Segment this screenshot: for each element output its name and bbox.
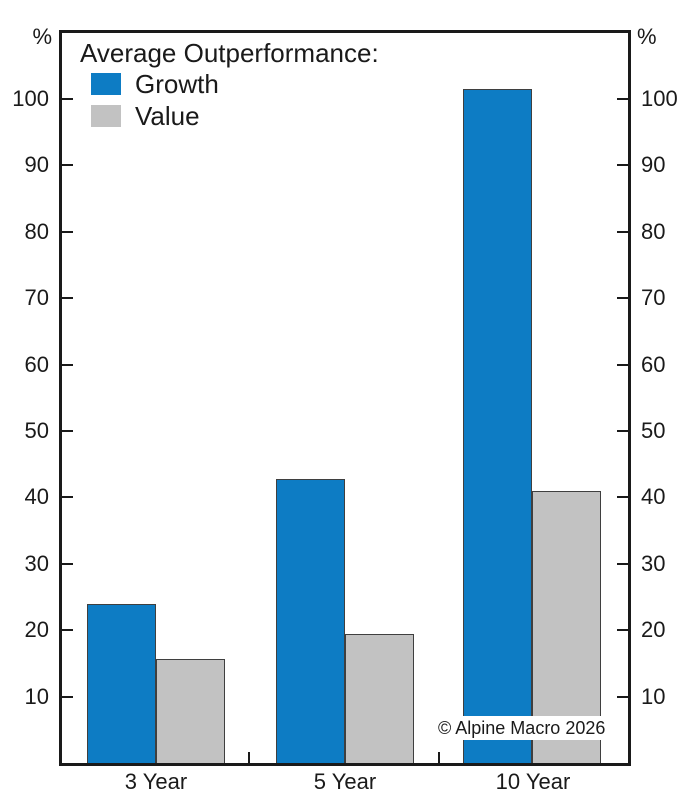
- y-tick-label-right: 50: [641, 418, 666, 444]
- x-category-label: 3 Year: [124, 769, 188, 794]
- legend-swatch-growth-icon: [91, 73, 121, 95]
- y-tick-label-right: 60: [641, 351, 666, 377]
- legend-swatch-value-icon: [91, 105, 121, 127]
- x-category-label: 5 Year: [313, 769, 377, 794]
- y-tick-label-left: 50: [24, 418, 49, 444]
- y-tick-label-left: 40: [24, 484, 49, 510]
- x-category-label: 10 Year: [495, 769, 571, 794]
- y-tick-mark-left: [62, 496, 73, 499]
- y-tick-label-right: 40: [641, 484, 666, 510]
- x-category-separator-tick: [438, 752, 440, 763]
- y-unit-label-left: %: [32, 24, 52, 49]
- y-tick-mark-left: [62, 562, 73, 565]
- y-tick-mark-left: [62, 430, 73, 433]
- y-tick-mark-right: [617, 562, 628, 565]
- y-axis-right: [628, 30, 631, 766]
- watermark-copyright: © Alpine Macro 2026: [433, 716, 611, 740]
- y-tick-label-left: 10: [24, 683, 49, 709]
- y-tick-mark-left: [62, 98, 73, 101]
- y-tick-mark-left: [62, 695, 73, 698]
- plot-border-top: [59, 30, 631, 33]
- bar-growth-5-year: [276, 479, 345, 763]
- y-tick-mark-right: [617, 629, 628, 632]
- bar-growth-3-year: [87, 604, 156, 763]
- y-tick-label-right: 80: [641, 218, 666, 244]
- y-tick-label-left: 100: [12, 86, 49, 112]
- y-tick-mark-right: [617, 496, 628, 499]
- y-unit-label-right: %: [637, 24, 657, 49]
- y-tick-mark-left: [62, 363, 73, 366]
- y-tick-label-left: 20: [24, 617, 49, 643]
- y-tick-label-left: 70: [24, 285, 49, 311]
- legend-item-value: Value: [91, 100, 379, 132]
- y-tick-mark-right: [617, 363, 628, 366]
- y-tick-mark-right: [617, 430, 628, 433]
- y-tick-label-left: 80: [24, 218, 49, 244]
- legend: Average Outperformance: Growth Value: [80, 38, 379, 132]
- y-tick-mark-left: [62, 629, 73, 632]
- y-tick-label-right: 10: [641, 683, 666, 709]
- y-tick-mark-right: [617, 164, 628, 167]
- y-tick-mark-left: [62, 297, 73, 300]
- y-tick-label-right: 30: [641, 550, 666, 576]
- y-axis-left: [59, 30, 62, 766]
- y-tick-mark-left: [62, 164, 73, 167]
- y-tick-mark-right: [617, 297, 628, 300]
- y-tick-label-right: 70: [641, 285, 666, 311]
- bar-growth-10-year: [463, 89, 532, 763]
- legend-item-growth: Growth: [91, 68, 379, 100]
- x-axis-bottom: [59, 763, 631, 766]
- y-tick-mark-right: [617, 695, 628, 698]
- y-tick-label-left: 30: [24, 550, 49, 576]
- y-tick-label-right: 100: [641, 86, 678, 112]
- y-tick-label-left: 90: [24, 152, 49, 178]
- y-tick-mark-right: [617, 230, 628, 233]
- legend-label-growth: Growth: [135, 69, 219, 99]
- chart-title: Average Outperformance:: [80, 38, 379, 68]
- y-tick-mark-right: [617, 98, 628, 101]
- y-tick-label-right: 20: [641, 617, 666, 643]
- bar-value-5-year: [345, 634, 414, 763]
- x-category-separator-tick: [248, 752, 250, 763]
- bar-value-3-year: [156, 659, 225, 763]
- y-tick-label-left: 60: [24, 351, 49, 377]
- legend-label-value: Value: [135, 101, 200, 131]
- y-tick-mark-left: [62, 230, 73, 233]
- y-tick-label-right: 90: [641, 152, 666, 178]
